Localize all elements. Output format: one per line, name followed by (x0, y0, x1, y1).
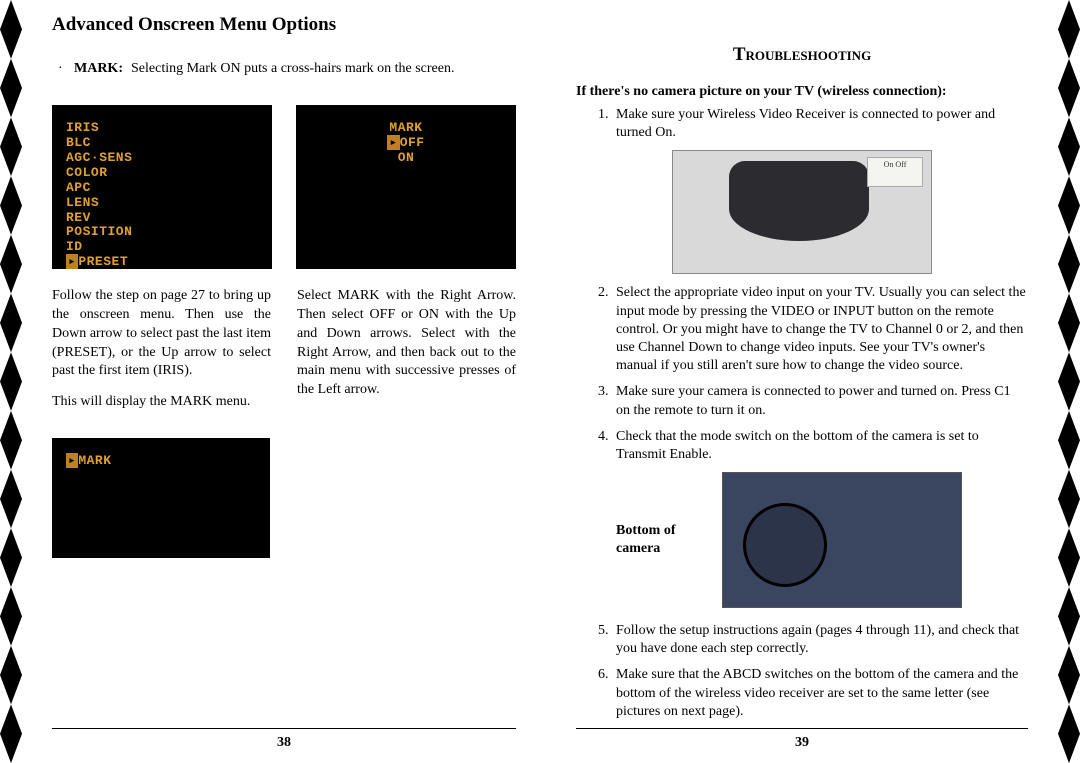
step-5: Follow the setup instructions again (pag… (612, 622, 1028, 658)
col1-para1: Follow the step on page 27 to bring up t… (52, 287, 271, 381)
troubleshooting-heading: Troubleshooting (576, 44, 1028, 66)
col2-para1: Select MARK with the Right Arrow. Then s… (297, 287, 516, 400)
osd-main-menu-screenshot: IRIS BLC AGC·SENS COLOR APC LENS REV POS… (52, 105, 272, 269)
osd-mark-submenu-screenshot: MARK ▸OFF ON (296, 105, 516, 269)
step-6: Make sure that the ABCD switches on the … (612, 666, 1028, 721)
osd-mark-screenshot: ▸MARK (52, 438, 270, 558)
camera-bottom-label: Bottom of camera (616, 522, 706, 558)
step-1: Make sure your Wireless Video Receiver i… (612, 106, 1028, 142)
page-right: Troubleshooting If there's no camera pic… (546, 0, 1058, 763)
bullet-text: Selecting Mark ON puts a cross-hairs mar… (131, 60, 516, 79)
step-4: Check that the mode switch on the bottom… (612, 428, 1028, 464)
osd-screenshots-row: IRIS BLC AGC·SENS COLOR APC LENS REV POS… (52, 105, 516, 269)
troubleshooting-steps-2: Select the appropriate video input on yo… (576, 284, 1028, 464)
instruction-columns: Follow the step on page 27 to bring up t… (52, 287, 516, 424)
bullet-dot: · (58, 60, 66, 79)
troubleshooting-subheading: If there's no camera picture on your TV … (576, 84, 1028, 100)
page-border-left (0, 0, 22, 763)
page-divider (576, 728, 1028, 729)
page-left: Advanced Onscreen Menu Options · MARK: S… (22, 0, 546, 763)
receiver-figure: On Off (672, 150, 932, 274)
step-3: Make sure your camera is connected to po… (612, 383, 1028, 419)
instruction-col-2: Select MARK with the Right Arrow. Then s… (297, 287, 516, 424)
page-border-right (1058, 0, 1080, 763)
bullet-label: MARK: (74, 60, 123, 79)
troubleshooting-steps: Make sure your Wireless Video Receiver i… (576, 106, 1028, 142)
receiver-switch-label: On Off (867, 157, 923, 187)
instruction-col-1: Follow the step on page 27 to bring up t… (52, 287, 271, 424)
page-number-left: 38 (52, 735, 516, 751)
col1-para2: This will display the MARK menu. (52, 393, 271, 412)
step-2: Select the appropriate video input on yo… (612, 284, 1028, 375)
camera-bottom-figure (722, 472, 962, 608)
page-divider (52, 728, 516, 729)
page-number-right: 39 (576, 735, 1028, 751)
troubleshooting-steps-3: Follow the setup instructions again (pag… (576, 622, 1028, 721)
mark-bullet: · MARK: Selecting Mark ON puts a cross-h… (52, 60, 516, 79)
page-title: Advanced Onscreen Menu Options (52, 14, 516, 36)
page-spread: Advanced Onscreen Menu Options · MARK: S… (22, 0, 1058, 763)
camera-bottom-figure-row: Bottom of camera (616, 472, 1028, 608)
